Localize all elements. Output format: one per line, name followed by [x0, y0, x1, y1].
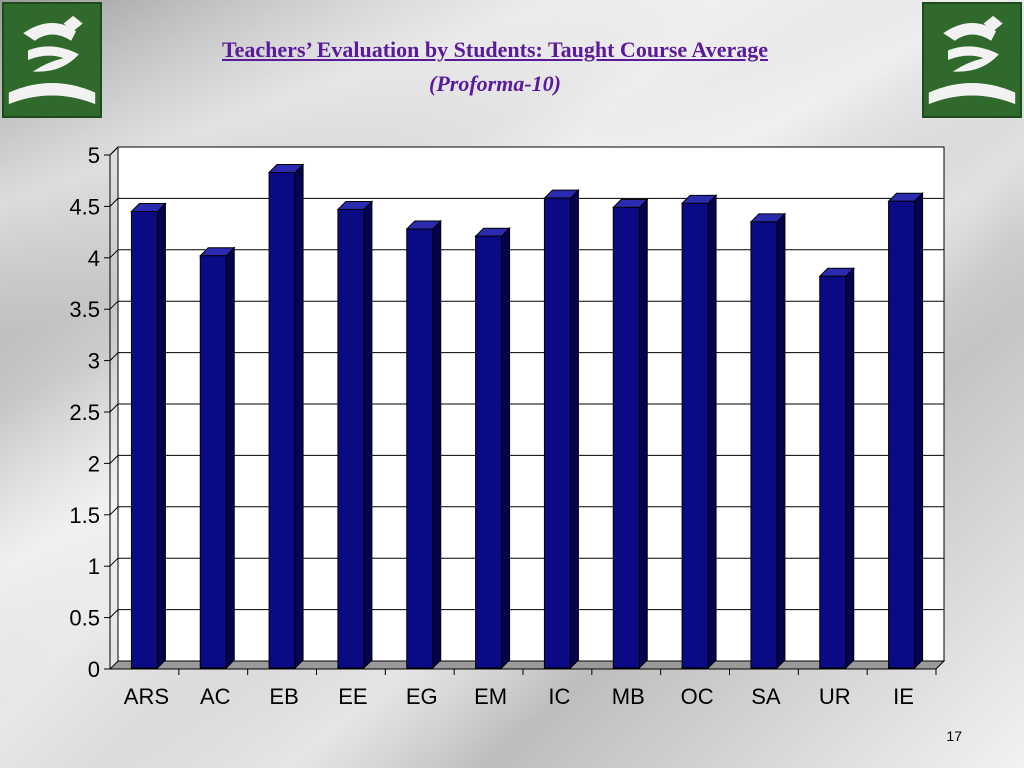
gridline-side	[109, 557, 119, 567]
bar-side	[845, 267, 855, 670]
bar-side	[363, 200, 373, 670]
bar	[681, 202, 709, 669]
bar	[888, 200, 916, 669]
slide-title: Teachers’ Evaluation by Students: Taught…	[110, 33, 880, 101]
bar	[268, 171, 296, 669]
bar	[406, 228, 434, 669]
x-tick-label: UR	[819, 684, 851, 709]
gridline-side	[109, 352, 119, 361]
bar	[337, 208, 365, 669]
y-tick-label: 5	[88, 143, 100, 168]
gridline-side	[109, 403, 119, 413]
chart-floor	[108, 660, 946, 670]
bar-side	[707, 194, 717, 670]
gridline-side	[109, 249, 119, 259]
x-tick-label: EB	[269, 684, 298, 709]
y-tick-label: 2	[88, 451, 100, 476]
gridline-side	[109, 146, 119, 156]
bar	[750, 221, 778, 669]
logo-right-icon	[922, 2, 1022, 118]
x-tick-label: ARS	[124, 684, 169, 709]
y-tick-label: 0.5	[69, 606, 100, 631]
x-tick-label: SA	[751, 684, 781, 709]
gridline-side	[109, 455, 119, 464]
bar	[199, 255, 227, 669]
bar-side	[776, 212, 786, 670]
bar-side	[914, 192, 924, 670]
gridline-side	[109, 198, 119, 207]
x-tick-label: IE	[893, 684, 914, 709]
x-tick-label: AC	[200, 684, 231, 709]
page-number: 17	[946, 728, 962, 744]
y-tick-label: 3	[88, 349, 100, 374]
bar	[543, 197, 571, 669]
y-tick-label: 0	[88, 657, 100, 682]
chart-subtitle: (Proforma-10)	[429, 71, 561, 96]
y-tick-label: 4	[88, 246, 100, 271]
y-tick-label: 3.5	[69, 297, 100, 322]
y-tick-label: 4.5	[69, 194, 100, 219]
gridline-side	[109, 609, 119, 618]
bar	[130, 211, 158, 669]
chart-title: Teachers’ Evaluation by Students: Taught…	[222, 37, 768, 62]
x-tick-label: EE	[338, 684, 367, 709]
gridline-side	[109, 506, 119, 516]
gridline-side	[109, 300, 119, 310]
bar-side	[225, 246, 235, 670]
bar-side	[569, 188, 579, 670]
bar	[612, 206, 640, 669]
bar-side	[638, 198, 648, 670]
x-tick-label: EG	[406, 684, 438, 709]
x-tick-label: EM	[474, 684, 507, 709]
x-tick-label: OC	[681, 684, 714, 709]
x-tick-label: IC	[548, 684, 570, 709]
y-tick-label: 1	[88, 554, 100, 579]
x-tick-label: MB	[612, 684, 645, 709]
bar-side	[501, 227, 511, 670]
y-tick-label: 2.5	[69, 400, 100, 425]
logo-left-icon	[2, 2, 102, 118]
bar	[819, 275, 847, 669]
y-tick-label: 1.5	[69, 503, 100, 528]
bar-side	[294, 163, 304, 670]
bar	[475, 235, 503, 669]
bar-side	[156, 202, 166, 670]
bar-side	[432, 219, 442, 670]
